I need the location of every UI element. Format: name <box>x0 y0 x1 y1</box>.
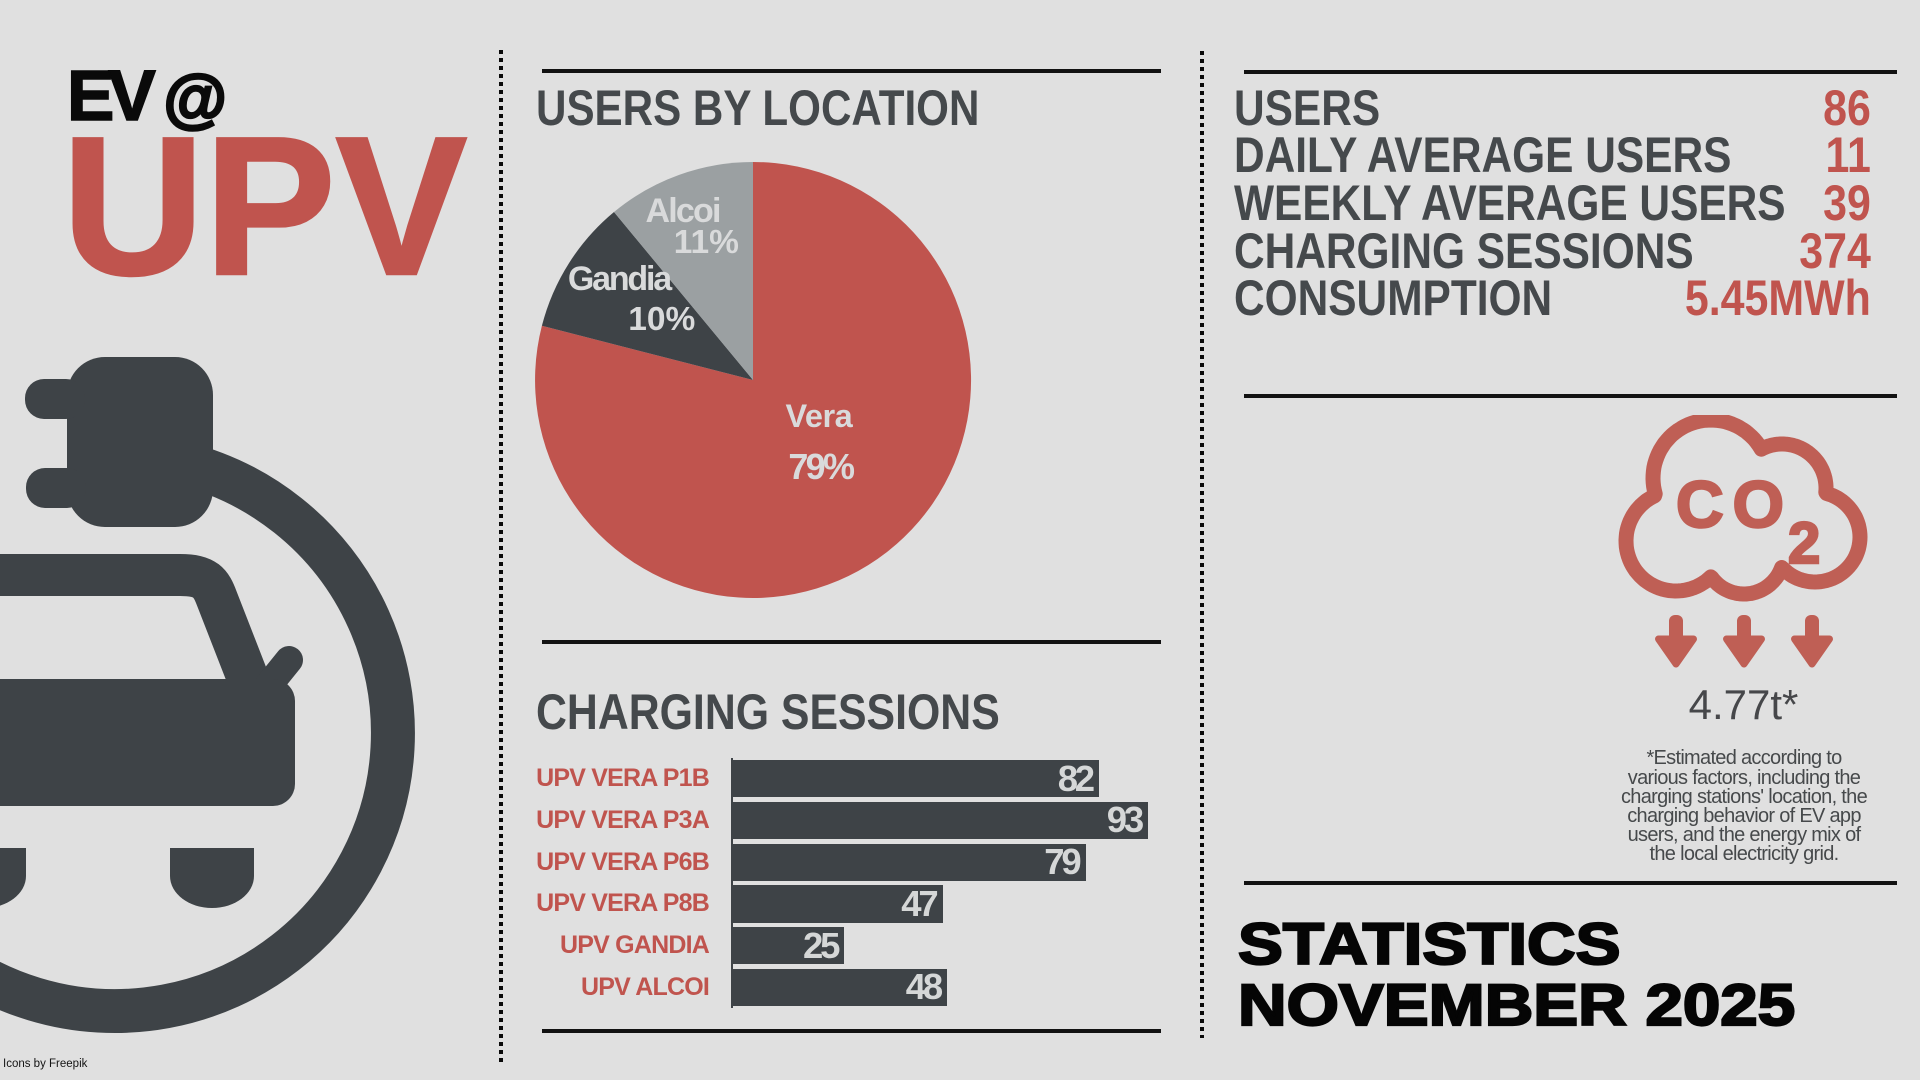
svg-text:2: 2 <box>1788 511 1820 576</box>
svg-text:CO: CO <box>1676 467 1793 541</box>
